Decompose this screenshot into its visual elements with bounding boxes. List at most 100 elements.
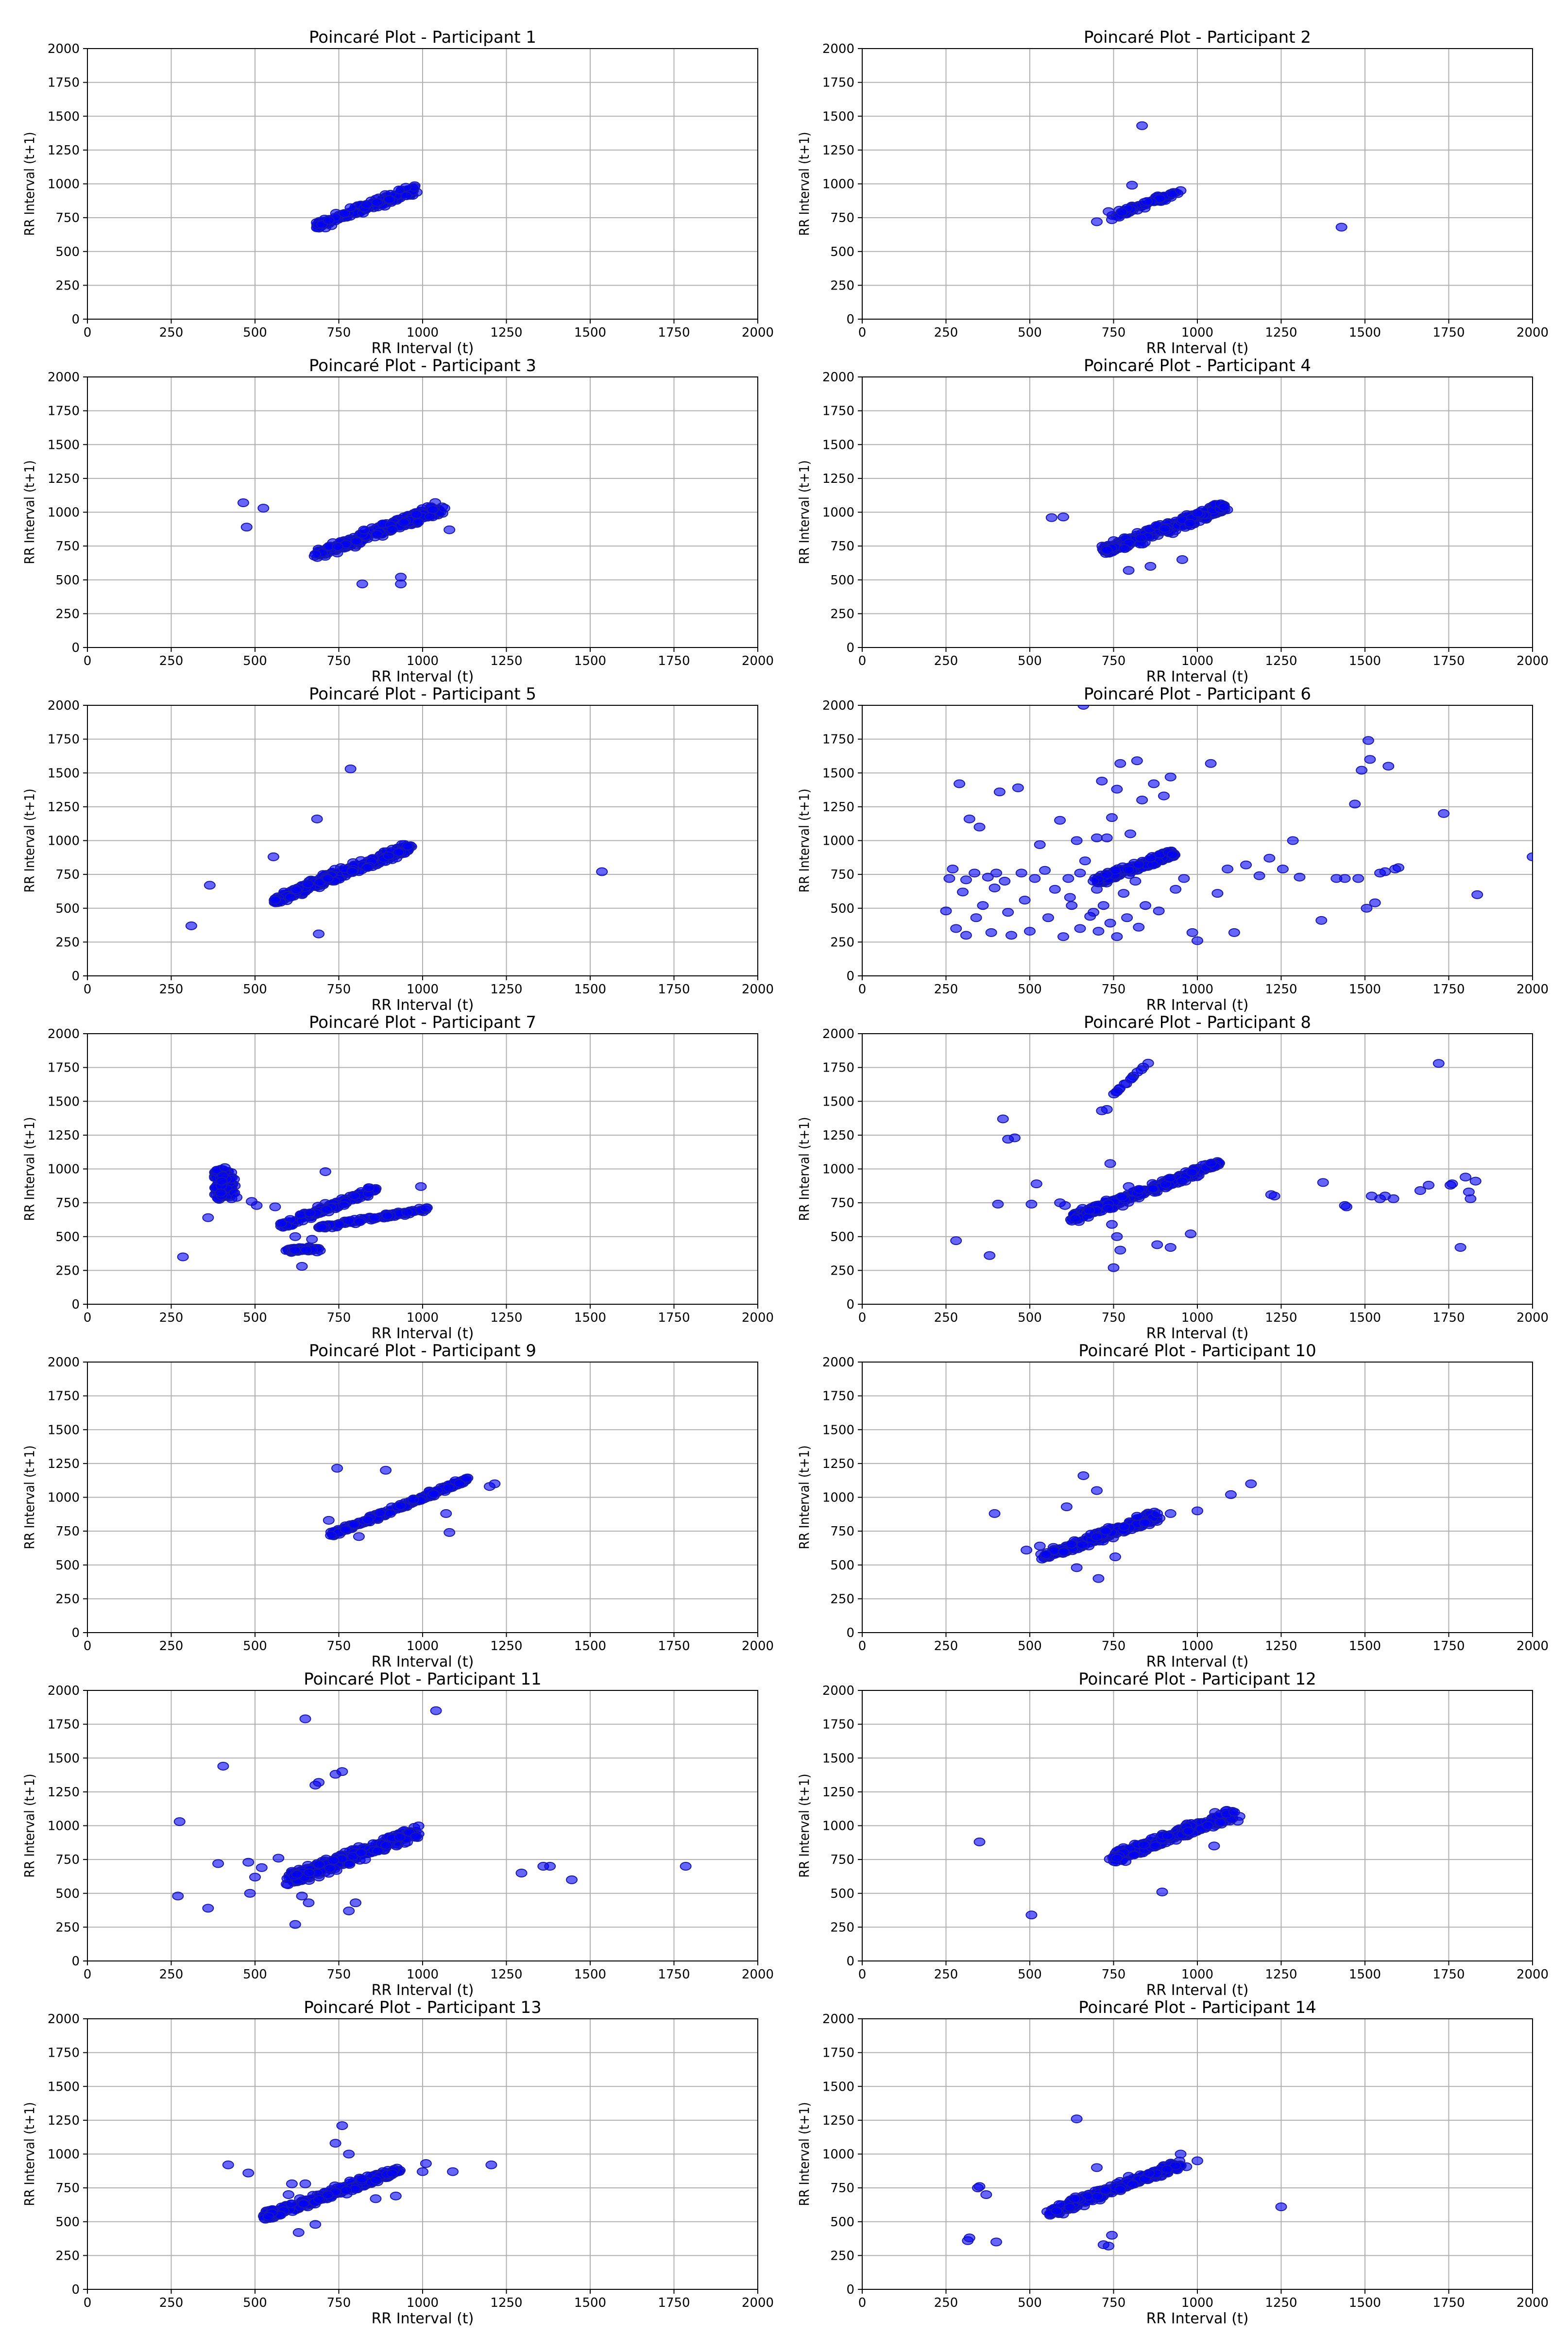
data-point: [1185, 519, 1195, 527]
data-point: [395, 573, 406, 581]
data-point: [1077, 1541, 1088, 1549]
x-tick-label: 0: [84, 1967, 92, 1982]
data-point: [1115, 1246, 1125, 1254]
data-point: [1035, 841, 1045, 849]
data-point: [1353, 874, 1363, 882]
x-tick-label: 2000: [1517, 2296, 1549, 2310]
data-point: [1433, 1059, 1444, 1067]
y-tick-label: 750: [55, 1524, 80, 1539]
data-point: [305, 1209, 315, 1217]
x-tick-label: 1500: [574, 325, 606, 340]
data-point: [1130, 877, 1141, 885]
data-point: [989, 1510, 1000, 1517]
data-point: [1132, 757, 1142, 765]
data-point: [312, 815, 323, 823]
x-tick-label: 1250: [490, 1639, 522, 1653]
data-point: [1103, 208, 1114, 216]
data-point: [362, 1516, 373, 1524]
y-tick-label: 0: [71, 1954, 80, 1969]
data-point: [1356, 767, 1367, 774]
data-point: [1050, 886, 1060, 893]
data-point: [384, 195, 395, 203]
x-tick-label: 1750: [658, 325, 690, 340]
data-point: [245, 1890, 256, 1897]
data-point: [1098, 902, 1109, 909]
y-tick-label: 0: [846, 969, 854, 984]
data-point: [1147, 1185, 1158, 1193]
x-tick-label: 0: [858, 1639, 867, 1653]
data-point: [416, 1183, 426, 1191]
data-point: [1159, 525, 1170, 532]
data-point: [172, 1892, 183, 1900]
data-point: [969, 869, 980, 877]
y-tick-label: 0: [71, 969, 80, 984]
data-point: [1187, 929, 1198, 937]
x-tick-label: 750: [1102, 1967, 1126, 1982]
y-tick-label: 1750: [48, 733, 80, 747]
x-tick-label: 1000: [407, 2296, 439, 2310]
data-point: [1229, 929, 1240, 937]
data-point: [393, 849, 404, 856]
x-tick-label: 0: [84, 325, 92, 340]
x-tick-label: 0: [858, 325, 867, 340]
x-tick-label: 750: [327, 2296, 351, 2310]
data-point: [286, 2200, 297, 2208]
point-layer: [311, 182, 422, 232]
data-point: [205, 881, 215, 889]
data-point: [1009, 1134, 1020, 1142]
data-point: [369, 1214, 380, 1222]
data-point: [387, 526, 397, 533]
y-tick-label: 1500: [48, 1423, 80, 1437]
data-point: [332, 543, 343, 550]
x-tick-label: 1000: [1181, 1311, 1213, 1325]
data-point: [283, 2191, 294, 2199]
x-tick-label: 500: [1018, 1311, 1042, 1325]
data-point: [444, 526, 455, 534]
data-point: [270, 1203, 280, 1210]
data-point: [178, 1253, 188, 1261]
y-tick-label: 750: [830, 1853, 854, 1867]
y-tick-label: 1000: [48, 2148, 80, 2162]
x-tick-label: 1500: [1349, 1311, 1381, 1325]
data-point: [218, 1762, 228, 1770]
y-tick-label: 250: [55, 1920, 80, 1935]
data-point: [357, 580, 368, 588]
data-point: [1072, 837, 1082, 845]
data-point: [1124, 1183, 1134, 1191]
data-point: [381, 1841, 392, 1849]
data-point: [1145, 562, 1156, 570]
data-point: [325, 1532, 336, 1539]
y-tick-label: 1750: [48, 1718, 80, 1732]
y-tick-label: 250: [830, 935, 854, 950]
y-tick-label: 1250: [822, 1785, 854, 1800]
data-point: [351, 537, 361, 545]
data-point: [349, 1192, 360, 1200]
point-layer: [172, 1707, 691, 1928]
x-tick-label: 250: [159, 1639, 184, 1653]
y-axis-label: RR Interval (t+1): [796, 132, 812, 236]
x-tick-label: 250: [934, 325, 958, 340]
y-tick-label: 1250: [48, 2113, 80, 2128]
y-tick-label: 250: [830, 2249, 854, 2263]
x-tick-label: 500: [243, 982, 267, 997]
y-axis-label: RR Interval (t+1): [21, 2102, 37, 2206]
data-point: [380, 1466, 391, 1474]
data-point: [1055, 817, 1065, 824]
data-point: [1078, 1472, 1089, 1480]
x-tick-label: 2000: [742, 325, 774, 340]
data-point: [1111, 785, 1122, 793]
y-tick-label: 1250: [822, 2113, 854, 2128]
x-tick-label: 1500: [1349, 982, 1381, 997]
y-tick-label: 1000: [822, 2148, 854, 2162]
data-point: [411, 511, 422, 518]
data-point: [1102, 546, 1112, 554]
point-layer: [178, 1164, 432, 1270]
data-point: [408, 1496, 419, 1504]
data-point: [1101, 1527, 1111, 1535]
data-point: [1438, 810, 1449, 818]
y-tick-label: 500: [830, 1230, 854, 1244]
